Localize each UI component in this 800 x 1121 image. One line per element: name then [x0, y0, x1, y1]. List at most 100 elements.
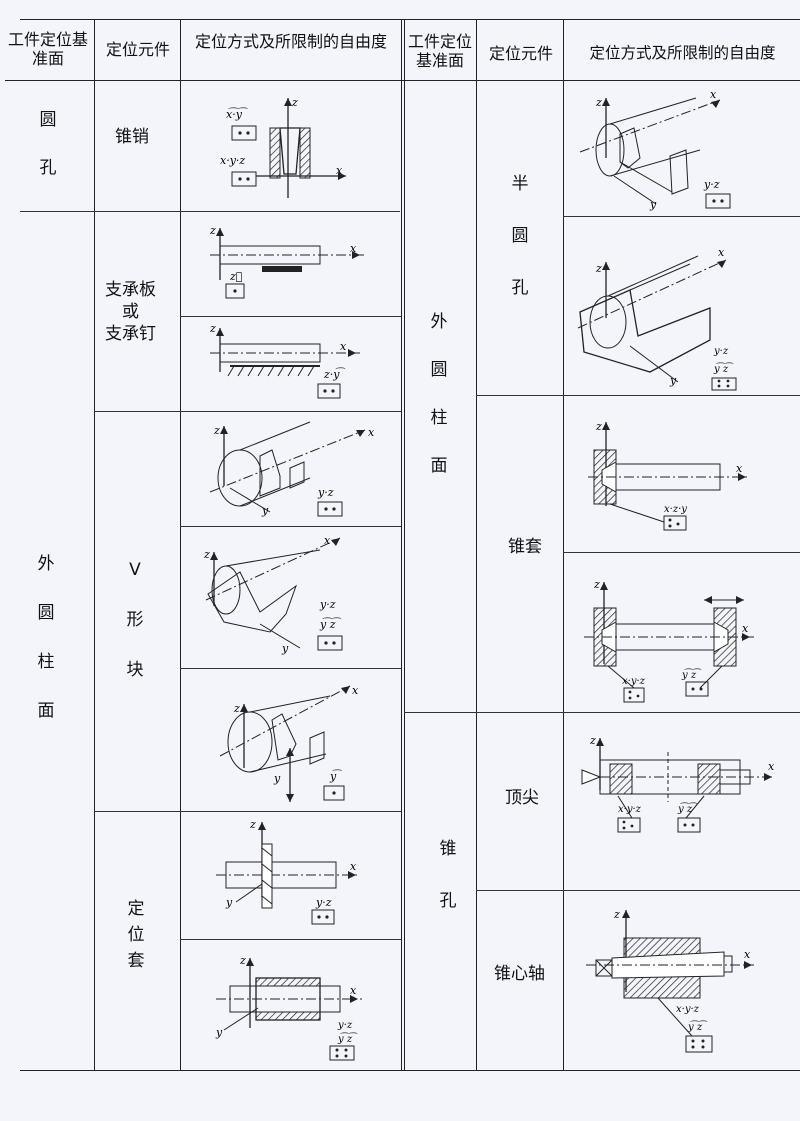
svg-text:x·z·y: x·z·y: [664, 504, 687, 515]
svg-text:z·y͡: z·y͡: [323, 367, 346, 381]
left-row-line-v1: [180, 526, 401, 527]
element-sleeve: 定 位 套: [127, 899, 145, 971]
left-row-line-v3: [94, 811, 401, 812]
figure-half-hole-long: z x y y·z y͡ z͡: [570, 226, 770, 392]
svg-text:x: x: [350, 860, 357, 873]
svg-text:x: x: [736, 462, 743, 475]
svg-text:y͡ z͡: y͡ z͡: [687, 1021, 708, 1033]
header-method: 定位方式及所限制的自由度: [194, 32, 387, 51]
element-cone-pin: 锥销: [115, 127, 149, 147]
svg-text:y: y: [273, 772, 281, 785]
svg-text:y͡ z͡: y͡ z͡: [677, 803, 698, 815]
svg-text:y: y: [261, 504, 269, 517]
table-top-border: [20, 19, 800, 20]
svg-text:x͡·y͡: x͡·y͡: [226, 107, 248, 121]
element-support-plate: 支承板 或 支承钉: [105, 280, 156, 344]
left-row-line-hole: [20, 211, 400, 212]
svg-text:x: x: [718, 246, 725, 259]
svg-text:z: z: [233, 702, 240, 715]
svg-text:x: x: [350, 984, 357, 997]
svg-text:y: y: [215, 1026, 223, 1039]
svg-text:z: z: [595, 420, 602, 433]
svg-text:z: z: [613, 908, 620, 921]
svg-text:x·y·z: x·y·z: [618, 804, 642, 815]
svg-text:z⃗: z⃗: [229, 270, 242, 283]
svg-text:y͡ z͡: y͡ z͡: [337, 1033, 358, 1045]
figure-half-hole-short: z x y y·z: [570, 88, 760, 212]
figure-v-block-long: z x y y·z y͡ z͡: [200, 532, 390, 662]
header-bottom-line: [5, 80, 800, 81]
svg-text:y·z: y·z: [317, 486, 334, 499]
svg-text:y: y: [669, 374, 677, 387]
element-cone-sleeve: 锥套: [508, 537, 542, 557]
figure-centers: z x x·y·z y͡ z͡: [578, 726, 788, 836]
header-element-right: 定位元件: [488, 44, 553, 63]
svg-text:x: x: [336, 164, 343, 177]
figure-cone-pin: z x x͡·y͡ x·y·z: [196, 88, 376, 206]
header-ref-surface-right: 工件定位基准面: [407, 32, 472, 70]
svg-text:y͡: y͡: [329, 769, 342, 783]
svg-text:z: z: [595, 262, 602, 275]
svg-text:z: z: [209, 322, 216, 335]
svg-text:y: y: [225, 896, 233, 909]
col-line-1: [94, 19, 95, 1070]
svg-text:y͡ z͡: y͡ z͡: [319, 617, 342, 631]
svg-text:x: x: [742, 622, 749, 635]
svg-text:x: x: [352, 684, 359, 697]
svg-text:y͡ z͡: y͡ z͡: [681, 669, 702, 681]
right-row-line-cone1: [563, 552, 800, 553]
svg-text:y·z: y·z: [319, 598, 336, 611]
header-ref-surface: 工件定位基准面: [7, 30, 88, 68]
col-line-mid-b: [404, 19, 405, 1070]
svg-text:x: x: [768, 760, 775, 773]
figure-cone-sleeve-short: z x x·z·y: [584, 412, 764, 536]
surface-cone-hole: 锥孔: [439, 839, 457, 911]
svg-text:x: x: [710, 88, 717, 101]
left-row-line-sleeve: [180, 939, 401, 940]
svg-text:z: z: [203, 548, 210, 561]
figure-support-pins: z x z·y͡: [200, 322, 390, 408]
svg-text:y·z: y·z: [315, 896, 332, 909]
figure-sleeve-long: z x y y·z y͡ z͡: [200, 946, 390, 1066]
svg-text:z: z: [209, 224, 216, 237]
table-bottom-border: [20, 1070, 800, 1071]
svg-text:x·y·z: x·y·z: [622, 676, 646, 687]
surface-outer-cylinder-right: 外圆柱面: [430, 312, 448, 476]
svg-text:y·z: y·z: [703, 178, 720, 191]
svg-text:x: x: [368, 426, 375, 439]
element-v-block: V 形 块: [126, 560, 144, 680]
svg-text:z: z: [213, 424, 220, 437]
svg-text:y͡ z͡: y͡ z͡: [713, 363, 734, 375]
svg-text:x: x: [350, 242, 357, 255]
left-row-line-support: [94, 411, 401, 412]
figure-support-plate: z x z⃗: [200, 220, 390, 310]
svg-text:z: z: [239, 954, 246, 967]
header-element: 定位元件: [105, 40, 170, 59]
element-cone-mandrel: 锥心轴: [494, 964, 545, 984]
right-row-line-half2: [476, 395, 800, 396]
svg-text:y: y: [281, 642, 289, 655]
svg-text:z: z: [589, 734, 596, 747]
figure-sleeve-short: z x y y·z: [200, 818, 390, 934]
figure-cone-mandrel: z x x·y·z y͡ z͡: [584, 902, 784, 1058]
left-row-line-support-mid: [180, 316, 401, 317]
surface-outer-cylinder: 外圆柱面: [37, 554, 55, 721]
element-centers: 顶尖: [505, 788, 539, 808]
svg-text:z: z: [249, 818, 256, 831]
svg-text:x·y·z: x·y·z: [676, 1004, 700, 1015]
svg-text:z: z: [595, 96, 602, 109]
col-line-2: [180, 19, 181, 1070]
left-row-line-v2: [180, 668, 401, 669]
figure-v-block-narrow: z x y y͡: [200, 678, 390, 806]
figure-v-block-short: z x y y·z: [200, 416, 390, 522]
svg-text:y·z: y·z: [337, 1020, 353, 1031]
col-line-5: [563, 19, 564, 1070]
svg-text:x: x: [340, 340, 347, 353]
svg-text:x: x: [324, 534, 331, 547]
col-line-mid-a: [401, 19, 402, 1070]
svg-text:x·y·z: x·y·z: [220, 154, 245, 167]
svg-text:y·z: y·z: [713, 346, 729, 357]
right-row-line-half1: [563, 216, 800, 217]
right-row-line-centers: [476, 890, 800, 891]
svg-text:y: y: [649, 198, 657, 211]
